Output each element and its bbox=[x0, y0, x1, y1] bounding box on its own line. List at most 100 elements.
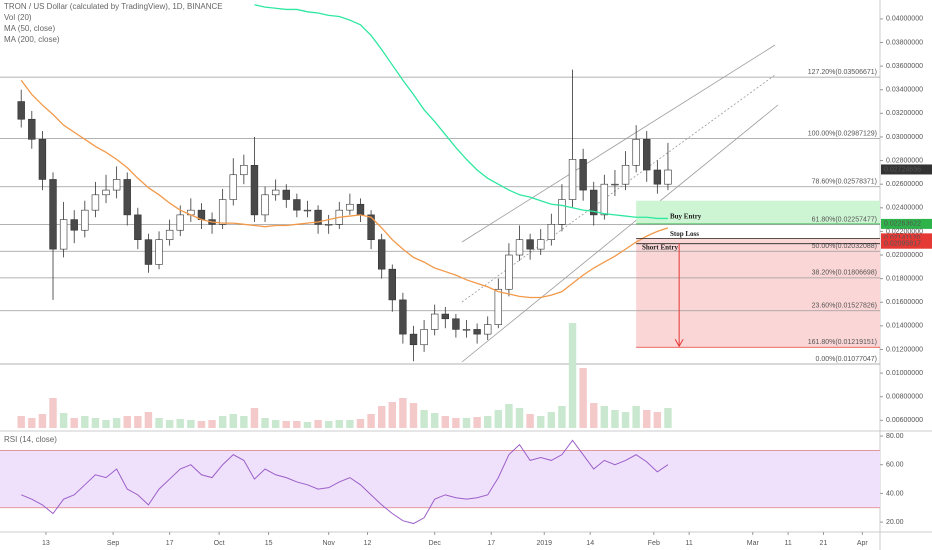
y-tick-label: 0.02800000 bbox=[886, 157, 923, 164]
y-tick-label: 0.02600000 bbox=[886, 181, 923, 188]
candle-body bbox=[643, 139, 651, 171]
candle-body bbox=[505, 254, 513, 290]
candle-body bbox=[240, 164, 248, 176]
candle-body bbox=[49, 179, 57, 250]
volume-bar bbox=[505, 404, 513, 428]
candle-body bbox=[367, 214, 375, 240]
legend-volume: Vol (20) bbox=[4, 13, 32, 22]
volume-bar bbox=[579, 368, 587, 428]
y-tick-label: 20.00 bbox=[886, 519, 904, 526]
fib-label: 61.80%(0.02257477) bbox=[812, 216, 877, 223]
candle-body bbox=[484, 324, 492, 335]
volume-bar bbox=[452, 418, 460, 428]
y-tick-label: 80.00 bbox=[886, 433, 904, 440]
candle-body bbox=[547, 224, 556, 240]
volume-bar bbox=[81, 416, 89, 428]
x-tick-label: 15 bbox=[265, 540, 273, 547]
volume-bar bbox=[377, 406, 386, 428]
volume-bar bbox=[208, 420, 216, 428]
candle-body bbox=[515, 239, 524, 256]
y-tick-label: 0.01000000 bbox=[886, 370, 923, 377]
candle-body bbox=[399, 299, 407, 335]
trade-zone bbox=[636, 238, 880, 348]
volume-bar bbox=[420, 410, 428, 428]
volume-bar bbox=[494, 410, 503, 428]
volume-bar bbox=[409, 403, 418, 428]
volume-bar bbox=[293, 421, 301, 428]
x-tick-label: Dec bbox=[428, 540, 441, 547]
volume-bar bbox=[621, 412, 630, 428]
channel-lower bbox=[461, 104, 779, 363]
candle-body bbox=[409, 333, 418, 346]
candle-body bbox=[473, 329, 481, 335]
fib-label: 127.20%(0.03506671) bbox=[808, 69, 877, 76]
volume-bar bbox=[91, 418, 100, 428]
candle-body bbox=[632, 139, 640, 166]
target-arrowhead bbox=[674, 338, 684, 348]
volume-bar bbox=[70, 418, 78, 428]
candle-body bbox=[526, 239, 534, 250]
candle-body bbox=[377, 239, 386, 270]
y-tick-label: 0.03400000 bbox=[886, 87, 923, 94]
candle-body bbox=[314, 209, 322, 225]
y-tick-label: 0.01200000 bbox=[886, 346, 923, 353]
candle-body bbox=[388, 268, 396, 301]
candle-body bbox=[579, 159, 587, 191]
volume-bar bbox=[430, 413, 439, 428]
candle-body bbox=[568, 159, 577, 200]
x-tick-label: 2019 bbox=[536, 540, 552, 547]
volume-bar bbox=[664, 408, 672, 428]
moving-average bbox=[254, 4, 668, 220]
price-tag-label: 0.02263622 bbox=[884, 221, 921, 228]
price-tag bbox=[881, 238, 932, 249]
x-tick-label: 11 bbox=[686, 540, 693, 547]
volume-bar bbox=[462, 418, 471, 428]
volume-bar bbox=[314, 420, 322, 428]
volume-bar bbox=[346, 420, 354, 428]
volume-bar bbox=[558, 406, 566, 428]
fib-label: 23.60%(0.01527826) bbox=[812, 303, 877, 310]
price-tag bbox=[881, 218, 932, 229]
volume-bar bbox=[600, 406, 609, 428]
candle-body bbox=[70, 219, 78, 231]
volume-bar bbox=[367, 414, 375, 428]
rsi-band bbox=[0, 450, 880, 508]
last-price-tag bbox=[881, 164, 932, 175]
candle-body bbox=[653, 169, 662, 185]
y-tick-label: 0.00600000 bbox=[886, 417, 923, 424]
candle-body bbox=[165, 229, 174, 240]
candle-body bbox=[155, 239, 163, 265]
y-tick-label: 0.00800000 bbox=[886, 394, 923, 401]
candle-body bbox=[356, 203, 365, 216]
x-tick-label: 11 bbox=[784, 540, 791, 547]
candle-body bbox=[91, 194, 100, 211]
volume-bar bbox=[643, 410, 651, 428]
y-tick-label: 0.03000000 bbox=[886, 134, 923, 141]
candle-body bbox=[134, 214, 142, 240]
candle-body bbox=[144, 239, 153, 265]
volume-bar bbox=[176, 419, 184, 428]
volume-bar bbox=[28, 418, 36, 428]
volume-bar bbox=[335, 420, 343, 428]
candle-body bbox=[38, 139, 47, 180]
volume-bar bbox=[112, 418, 121, 428]
volume-bar bbox=[484, 416, 492, 428]
fib-label: 78.60%(0.02578371) bbox=[812, 179, 877, 186]
x-tick-label: 21 bbox=[820, 540, 828, 547]
volume-bar bbox=[590, 403, 598, 428]
volume-bar bbox=[441, 416, 450, 428]
candle-body bbox=[324, 224, 333, 226]
trade-level-name: Stop Loss bbox=[670, 230, 699, 238]
rsi-line bbox=[21, 439, 669, 525]
candle-body bbox=[271, 189, 280, 196]
volume-bar bbox=[229, 414, 237, 428]
candle-body bbox=[112, 179, 121, 191]
candle-body bbox=[17, 101, 25, 120]
legend-ma50: MA (50, close) bbox=[4, 24, 55, 33]
candle-body bbox=[102, 189, 110, 196]
candle-body bbox=[590, 189, 598, 216]
candle-body bbox=[494, 288, 503, 325]
candle-body bbox=[229, 174, 237, 200]
x-tick-label: 13 bbox=[42, 540, 50, 547]
volume-bar bbox=[261, 418, 269, 428]
